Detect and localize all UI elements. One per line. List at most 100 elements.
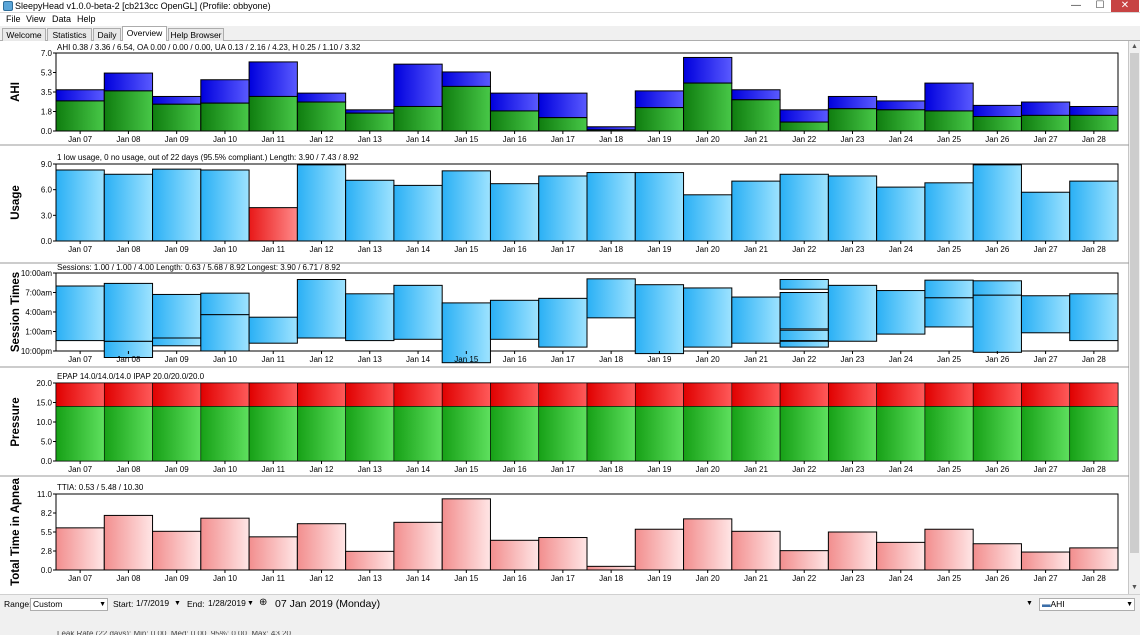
y-tick-label: 7.0 bbox=[41, 49, 53, 58]
x-tick-label: Jan 07 bbox=[68, 355, 93, 364]
graph-summary-4: TTIA: 0.53 / 5.48 / 10.30 bbox=[57, 483, 144, 492]
menu-data[interactable]: Data bbox=[52, 14, 72, 24]
usage-bar bbox=[972, 164, 1022, 242]
session-bar bbox=[779, 340, 829, 348]
usage-bar bbox=[103, 173, 154, 242]
status-bar: Range: Custom ▼ Start: 1/7/2019 ▼ End: 1/… bbox=[0, 594, 1140, 613]
ahi-bar-lower bbox=[248, 95, 298, 132]
ttia-bar bbox=[634, 528, 685, 571]
session-bar bbox=[827, 284, 878, 342]
minimize-button[interactable]: — bbox=[1071, 0, 1081, 11]
menu-help[interactable]: Help bbox=[77, 14, 96, 24]
chevron-down-icon: ▼ bbox=[1126, 601, 1133, 608]
x-tick-label: Jan 14 bbox=[406, 245, 431, 254]
menu-bar: File View Data Help bbox=[0, 13, 1140, 26]
x-tick-label: Jan 19 bbox=[647, 355, 672, 364]
graph-select[interactable]: ▬AHI ▼ bbox=[1039, 598, 1135, 611]
x-tick-label: Jan 23 bbox=[840, 574, 865, 583]
x-tick-label: Jan 08 bbox=[116, 574, 141, 583]
epap-bar bbox=[876, 406, 926, 462]
session-bar bbox=[200, 314, 250, 352]
graph-menu-icon[interactable]: ▼ bbox=[1026, 600, 1033, 607]
scroll-thumb[interactable] bbox=[1130, 53, 1139, 553]
scroll-down-icon[interactable]: ▼ bbox=[1131, 584, 1138, 591]
epap-bar bbox=[779, 406, 829, 462]
usage-bar bbox=[1069, 180, 1119, 242]
ahi-bar-upper bbox=[972, 104, 1022, 118]
usage-bar bbox=[200, 169, 250, 242]
vertical-scrollbar[interactable]: ▲ ▼ bbox=[1129, 41, 1140, 594]
x-tick-label: Jan 07 bbox=[68, 465, 93, 474]
x-tick-label: Jan 25 bbox=[937, 135, 962, 144]
x-tick-label: Jan 20 bbox=[696, 465, 721, 474]
ttia-bar bbox=[972, 543, 1022, 571]
ahi-bar-upper bbox=[924, 82, 974, 112]
x-tick-label: Jan 24 bbox=[889, 465, 914, 474]
start-dropdown-icon[interactable]: ▼ bbox=[174, 600, 181, 607]
epap-bar bbox=[345, 406, 395, 462]
epap-bar bbox=[731, 406, 781, 462]
tab-welcome[interactable]: Welcome bbox=[2, 28, 46, 41]
scroll-up-icon[interactable]: ▲ bbox=[1131, 43, 1138, 50]
y-tick-label: 9.0 bbox=[41, 160, 53, 169]
session-bar bbox=[538, 297, 588, 348]
x-tick-label: Jan 11 bbox=[262, 135, 286, 144]
y-tick-label: 10.0 bbox=[36, 418, 52, 427]
x-tick-label: Jan 24 bbox=[889, 574, 914, 583]
tab-daily[interactable]: Daily bbox=[93, 28, 121, 41]
close-button[interactable]: ✕ bbox=[1111, 0, 1139, 12]
ahi-bar-upper bbox=[55, 89, 105, 102]
y-tick-label: 1.8 bbox=[41, 108, 53, 117]
x-tick-label: Jan 16 bbox=[503, 135, 528, 144]
graph-summary-3: EPAP 14.0/14.0/14.0 IPAP 20.0/20.0/20.0 bbox=[57, 372, 205, 381]
ipap-bar bbox=[972, 382, 1022, 407]
app-icon bbox=[3, 1, 13, 11]
y-tick-label: 20.0 bbox=[36, 379, 52, 388]
y-tick-label: 6.0 bbox=[41, 186, 53, 195]
x-tick-label: Jan 16 bbox=[503, 245, 528, 254]
tab-help-browser[interactable]: Help Browser bbox=[168, 28, 224, 41]
x-tick-label: Jan 25 bbox=[937, 245, 962, 254]
x-tick-label: Jan 10 bbox=[213, 355, 238, 364]
x-tick-label: Jan 22 bbox=[792, 574, 817, 583]
menu-view[interactable]: View bbox=[26, 14, 46, 24]
range-select[interactable]: Custom ▼ bbox=[30, 598, 108, 611]
y-tick-label: 3.5 bbox=[41, 88, 53, 97]
x-tick-label: Jan 09 bbox=[165, 574, 190, 583]
epap-bar bbox=[490, 406, 540, 462]
x-tick-label: Jan 11 bbox=[262, 465, 286, 474]
x-tick-label: Jan 23 bbox=[840, 245, 865, 254]
ahi-bar-lower bbox=[972, 116, 1022, 132]
tab-statistics[interactable]: Statistics bbox=[47, 28, 92, 41]
session-bar bbox=[924, 279, 974, 299]
graph-ylabel-3: Pressure bbox=[10, 397, 22, 446]
ahi-bar-upper bbox=[731, 89, 781, 101]
ahi-bar-lower bbox=[586, 129, 636, 132]
x-tick-label: Jan 18 bbox=[599, 135, 624, 144]
epap-bar bbox=[683, 406, 733, 462]
maximize-button[interactable]: ☐ bbox=[1095, 0, 1105, 11]
tab-overview[interactable]: Overview bbox=[122, 26, 167, 41]
x-tick-label: Jan 18 bbox=[599, 465, 624, 474]
x-tick-label: Jan 25 bbox=[937, 465, 962, 474]
ipap-bar bbox=[200, 382, 250, 407]
session-bar bbox=[924, 297, 974, 328]
x-tick-label: Jan 17 bbox=[551, 135, 576, 144]
reset-date-icon[interactable]: ⊕ bbox=[259, 597, 268, 608]
x-tick-label: Jan 22 bbox=[792, 355, 817, 364]
ipap-bar bbox=[441, 382, 491, 407]
x-tick-label: Jan 08 bbox=[116, 355, 141, 364]
x-tick-label: Jan 14 bbox=[406, 135, 431, 144]
ipap-bar bbox=[1021, 382, 1071, 407]
epap-bar bbox=[297, 406, 346, 462]
menu-file[interactable]: File bbox=[6, 14, 21, 24]
ipap-bar bbox=[779, 382, 829, 407]
end-date-field[interactable]: 1/28/2019 bbox=[206, 598, 254, 611]
ahi-bar-upper bbox=[489, 92, 540, 112]
ahi-bar-lower bbox=[731, 99, 781, 132]
x-tick-label: Jan 19 bbox=[647, 245, 672, 254]
start-date-field[interactable]: 1/7/2019 bbox=[134, 598, 182, 611]
x-tick-label: Jan 20 bbox=[696, 245, 721, 254]
y-tick-label: 10:00pm bbox=[21, 347, 52, 356]
end-dropdown-icon[interactable]: ▼ bbox=[247, 600, 254, 607]
